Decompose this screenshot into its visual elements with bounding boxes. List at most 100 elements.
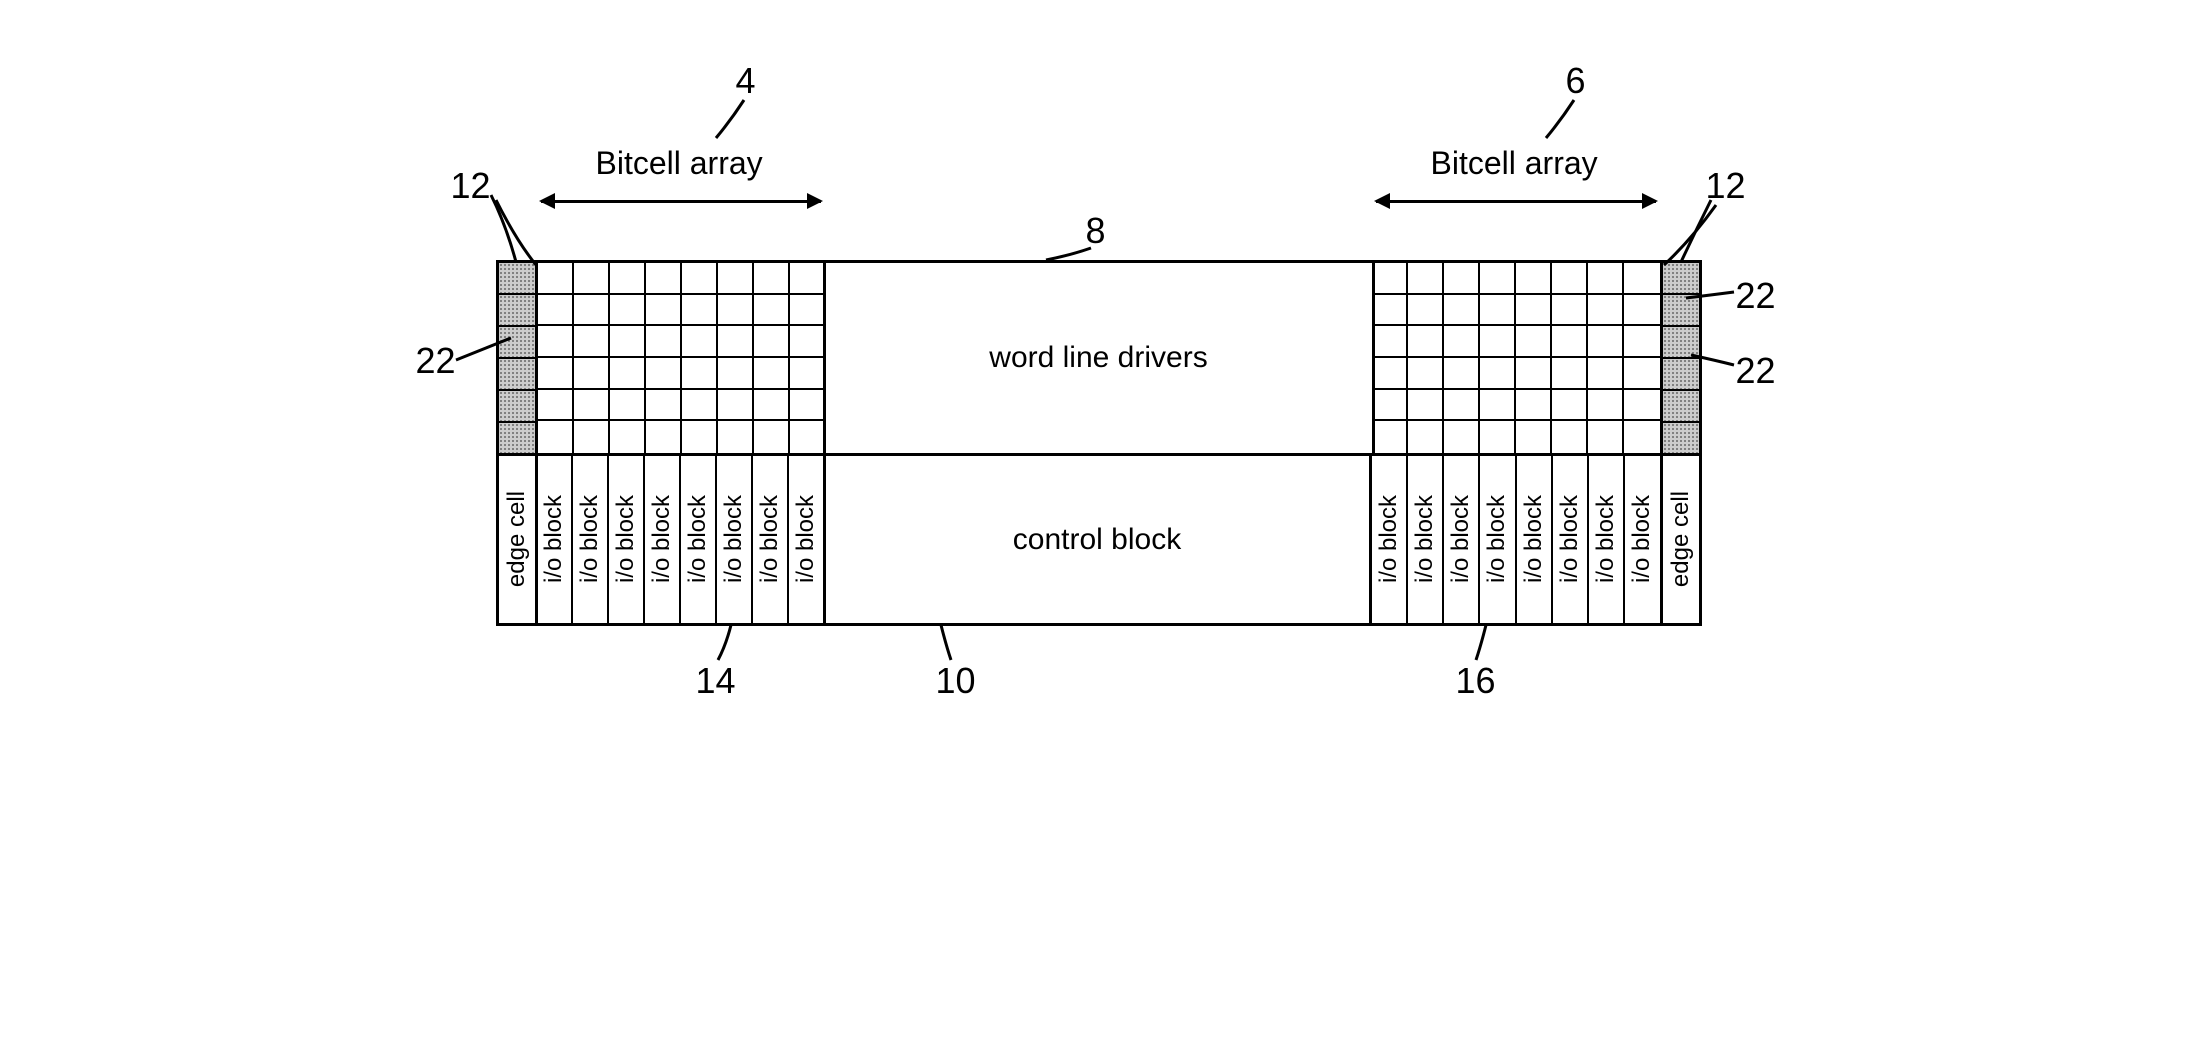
io-group-left: i/o blocki/o blocki/o blocki/o blocki/o … — [538, 453, 826, 623]
bit-cell — [1552, 421, 1588, 453]
io-block: i/o block — [1589, 456, 1625, 623]
bit-cell — [1444, 421, 1480, 453]
edge-cell — [1663, 391, 1699, 423]
bit-cell — [718, 421, 754, 453]
bit-cell — [1624, 390, 1660, 422]
bit-cell — [646, 295, 682, 327]
lower-row: edge cell i/o blocki/o blocki/o blocki/o… — [499, 453, 1699, 623]
io-block-label: i/o block — [576, 495, 604, 583]
bit-cell — [1372, 326, 1408, 358]
bit-cell — [1552, 295, 1588, 327]
bit-cell — [646, 358, 682, 390]
bit-cell — [1480, 390, 1516, 422]
edge-cell — [499, 263, 535, 295]
ref-16: 16 — [1456, 660, 1496, 702]
bit-cell — [682, 421, 718, 453]
edge-cell-label: edge cell — [1667, 491, 1695, 587]
bit-cell — [1408, 295, 1444, 327]
bit-cell — [790, 295, 826, 327]
bit-cell — [538, 390, 574, 422]
bit-cell — [1372, 295, 1408, 327]
ref-10: 10 — [936, 660, 976, 702]
io-block: i/o block — [1408, 456, 1444, 623]
io-block: i/o block — [609, 456, 645, 623]
io-block: i/o block — [1517, 456, 1553, 623]
io-block-label: i/o block — [612, 495, 640, 583]
io-block: i/o block — [1553, 456, 1589, 623]
edge-cell-label: edge cell — [503, 491, 531, 587]
edge-cell — [499, 423, 535, 453]
edge-col-left — [499, 263, 538, 453]
edge-cell-lower-right: edge cell — [1660, 453, 1699, 623]
bit-cell — [1444, 326, 1480, 358]
bit-cell — [610, 358, 646, 390]
bit-cell — [574, 326, 610, 358]
bit-cell — [646, 390, 682, 422]
bit-cell — [1444, 263, 1480, 295]
bit-cell — [718, 390, 754, 422]
bit-cell — [1588, 358, 1624, 390]
bit-cell — [574, 295, 610, 327]
io-block-label: i/o block — [1628, 495, 1656, 583]
io-block: i/o block — [789, 456, 826, 623]
ref-14: 14 — [696, 660, 736, 702]
control-block-label: control block — [1013, 523, 1181, 557]
bit-cell — [646, 326, 682, 358]
io-block: i/o block — [645, 456, 681, 623]
bit-cell — [610, 263, 646, 295]
bit-cell — [538, 326, 574, 358]
word-line-drivers-block: word line drivers — [826, 263, 1372, 453]
bit-cell — [790, 421, 826, 453]
bit-cell — [538, 263, 574, 295]
io-block: i/o block — [1372, 456, 1408, 623]
io-group-right: i/o blocki/o blocki/o blocki/o blocki/o … — [1369, 453, 1660, 623]
bit-cell — [1408, 263, 1444, 295]
io-block: i/o block — [1625, 456, 1659, 623]
memory-layout-figure: 4 6 Bitcell array Bitcell array 8 12 12 … — [396, 40, 1796, 740]
edge-cell — [1663, 359, 1699, 391]
ref-12-right: 12 — [1706, 165, 1746, 207]
edge-cell — [1663, 263, 1699, 295]
bit-cell — [1444, 390, 1480, 422]
bit-cell — [1372, 390, 1408, 422]
bit-cell — [754, 263, 790, 295]
bit-cell — [1480, 263, 1516, 295]
edge-cell — [499, 391, 535, 423]
bit-cell — [754, 390, 790, 422]
edge-cell — [499, 359, 535, 391]
bit-cell — [1588, 326, 1624, 358]
ref-22-top-right: 22 — [1736, 275, 1776, 317]
bit-cell — [1588, 390, 1624, 422]
ref-22-right: 22 — [1736, 350, 1776, 392]
bit-cell — [1624, 295, 1660, 327]
bit-cell — [682, 390, 718, 422]
bit-cell — [1372, 358, 1408, 390]
bitcell-array-left — [538, 263, 826, 453]
bit-cell — [718, 358, 754, 390]
io-block: i/o block — [538, 456, 574, 623]
bit-cell — [682, 326, 718, 358]
ref-8: 8 — [1086, 210, 1106, 252]
bit-cell — [610, 390, 646, 422]
diagram-body: word line drivers edge cell i/o blocki/o… — [496, 260, 1702, 626]
edge-cell — [1663, 327, 1699, 359]
bit-cell — [682, 295, 718, 327]
io-block-label: i/o block — [1592, 495, 1620, 583]
io-block: i/o block — [681, 456, 717, 623]
edge-cell — [1663, 423, 1699, 453]
ref-12-left: 12 — [451, 165, 491, 207]
edge-cell — [499, 327, 535, 359]
bit-cell — [1588, 263, 1624, 295]
bit-cell — [718, 326, 754, 358]
bit-cell — [1516, 390, 1552, 422]
bit-cell — [754, 326, 790, 358]
bit-cell — [1552, 326, 1588, 358]
bit-cell — [574, 263, 610, 295]
io-block-label: i/o block — [720, 495, 748, 583]
io-block: i/o block — [717, 456, 753, 623]
io-block: i/o block — [1480, 456, 1516, 623]
bitcell-array-right — [1372, 263, 1660, 453]
bit-cell — [790, 390, 826, 422]
bit-cell — [754, 421, 790, 453]
ref-22-left: 22 — [416, 340, 456, 382]
